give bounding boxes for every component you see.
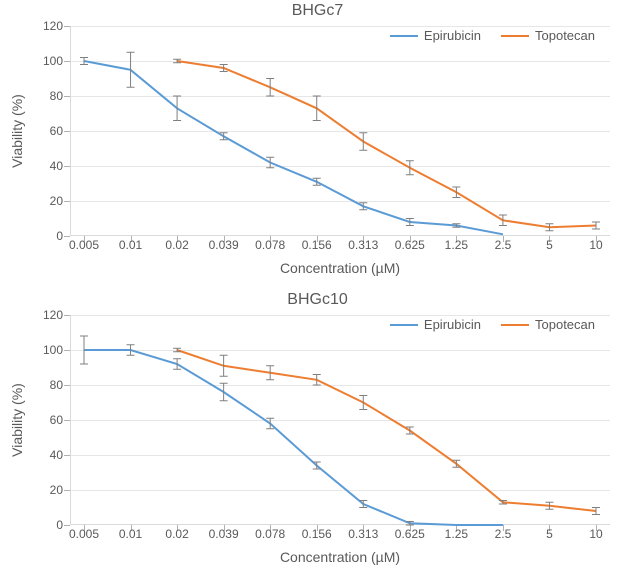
x-tick-label: 0.156 [302,527,332,541]
series-line-epirubicin [84,61,503,234]
x-tick-label: 0.156 [302,238,332,252]
legend: Epirubicin Topotecan [390,28,595,43]
y-tick-label: 40 [23,448,63,462]
x-tick-label: 0.078 [255,527,285,541]
x-tick-label: 10 [589,238,602,252]
x-tick-label: 0.005 [69,238,99,252]
x-tick-label: 1.25 [445,527,468,541]
legend-item-epirubicin: Epirubicin [390,317,481,332]
y-tick-label: 20 [23,483,63,497]
y-tick-label: 0 [23,229,63,243]
error-bar [266,157,274,168]
x-tick-label: 0.02 [165,238,188,252]
y-tick-label: 120 [23,19,63,33]
y-tick [64,236,70,237]
y-tick-label: 60 [23,413,63,427]
y-tick-label: 100 [23,343,63,357]
x-tick-label: 1.25 [445,238,468,252]
y-tick-label: 120 [23,308,63,322]
x-tick-label: 0.625 [395,238,425,252]
error-bar [173,96,181,121]
x-tick-label: 2.5 [495,238,512,252]
x-tick-label: 0.625 [395,527,425,541]
error-bar [406,161,414,175]
x-tick-label: 0.039 [209,238,239,252]
x-tick-label: 0.01 [119,527,142,541]
legend-label: Topotecan [535,28,595,43]
plot-svg [70,315,610,525]
x-tick-label: 2.5 [495,527,512,541]
series-line-topotecan [177,61,596,227]
legend-label: Epirubicin [424,317,481,332]
chart-title: BHGc10 [0,291,635,309]
chart-title: BHGc7 [0,2,635,20]
x-tick-label: 0.313 [348,527,378,541]
y-tick-label: 80 [23,89,63,103]
x-tick-label: 5 [546,527,553,541]
y-tick-label: 40 [23,159,63,173]
y-tick-label: 100 [23,54,63,68]
series-line-topotecan [177,350,596,511]
legend-item-topotecan: Topotecan [501,317,595,332]
panel-bhgc10: BHGc10Viability (%)Concentration (µM)020… [0,289,635,578]
x-tick-label: 10 [589,527,602,541]
legend-item-epirubicin: Epirubicin [390,28,481,43]
legend-swatch [501,35,529,37]
panel-bhgc7: BHGc7Viability (%)Concentration (µM)0204… [0,0,635,289]
x-tick-label: 0.078 [255,238,285,252]
error-bar [452,187,460,198]
error-bar [220,383,228,401]
legend-label: Topotecan [535,317,595,332]
legend-swatch [390,324,418,326]
x-tick-label: 0.313 [348,238,378,252]
y-tick [64,525,70,526]
figure: BHGc7Viability (%)Concentration (µM)0204… [0,0,635,578]
error-bar [359,133,367,151]
x-tick-label: 0.01 [119,238,142,252]
error-bar [359,396,367,410]
y-tick-label: 60 [23,124,63,138]
y-tick-label: 0 [23,518,63,532]
legend: Epirubicin Topotecan [390,317,595,332]
legend-swatch [390,35,418,37]
y-tick-label: 20 [23,194,63,208]
legend-swatch [501,324,529,326]
plot-svg [70,26,610,236]
y-tick-label: 80 [23,378,63,392]
x-axis-label: Concentration (µM) [70,549,610,565]
legend-item-topotecan: Topotecan [501,28,595,43]
legend-label: Epirubicin [424,28,481,43]
x-tick-label: 5 [546,238,553,252]
error-bar [266,79,274,97]
x-axis-label: Concentration (µM) [70,260,610,276]
x-tick-label: 0.005 [69,527,99,541]
x-tick-label: 0.039 [209,527,239,541]
x-tick-label: 0.02 [165,527,188,541]
error-bar [313,96,321,121]
